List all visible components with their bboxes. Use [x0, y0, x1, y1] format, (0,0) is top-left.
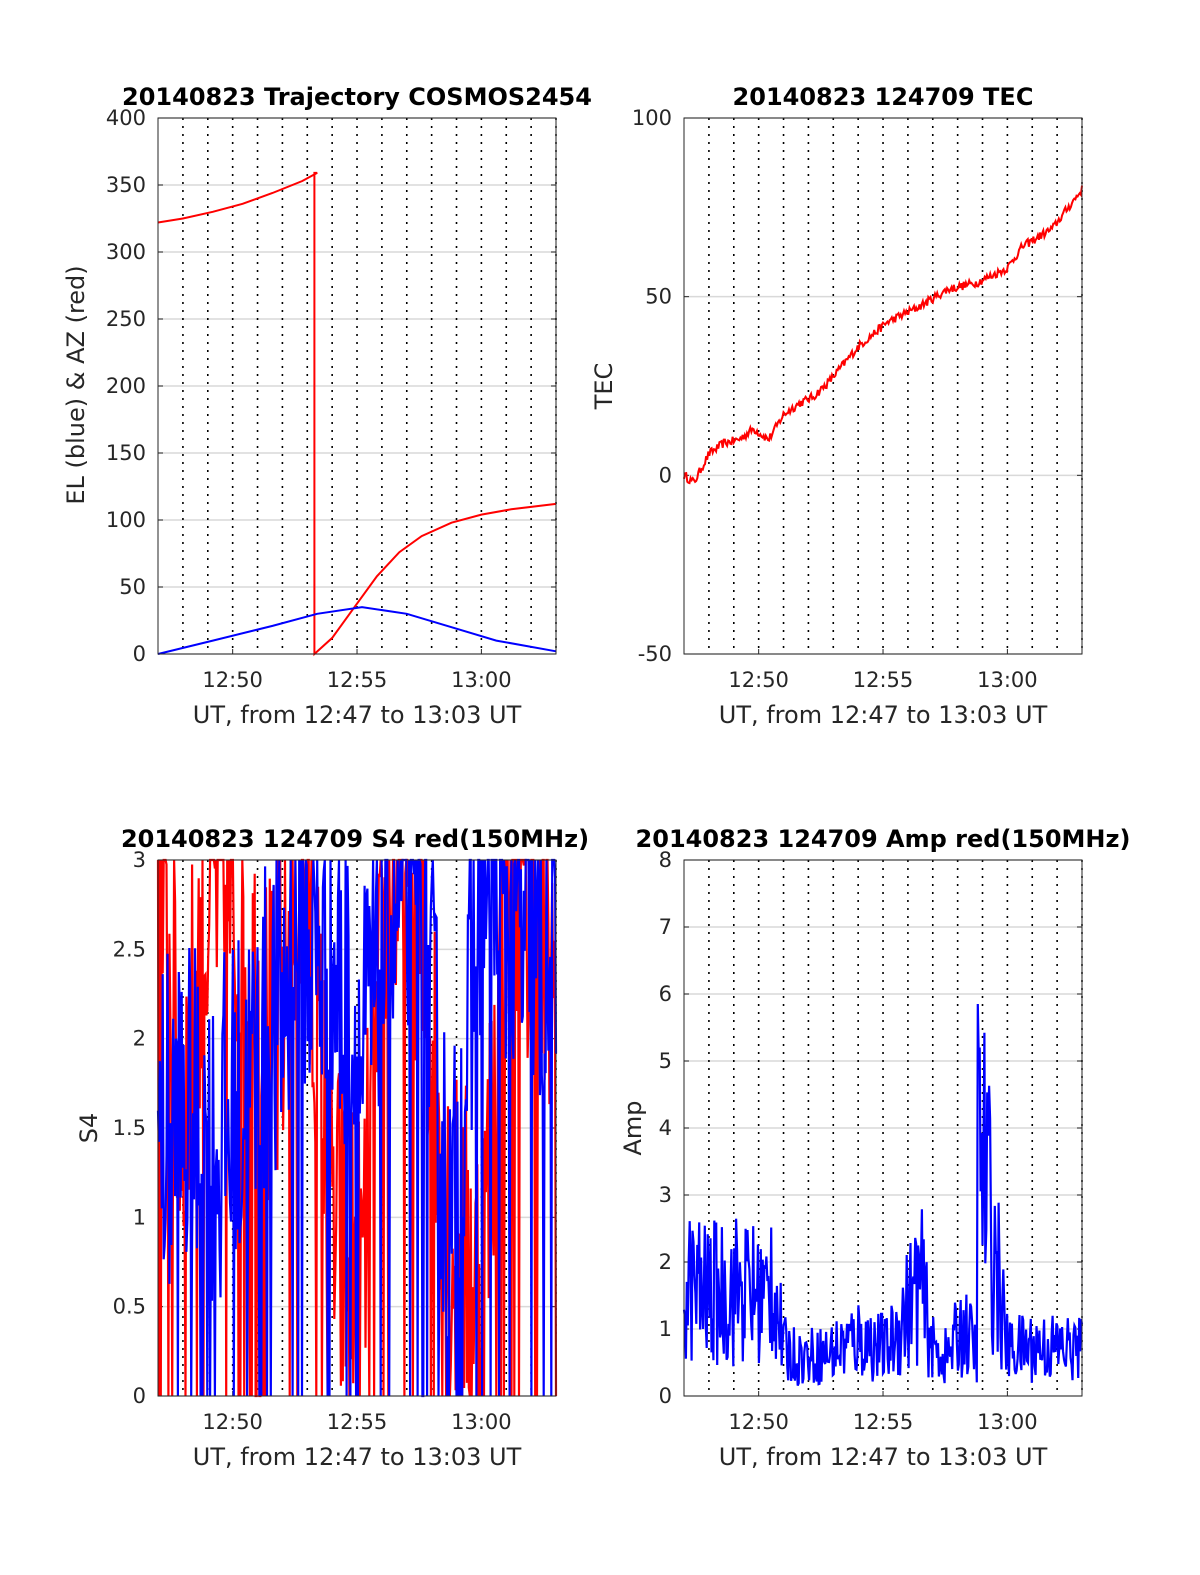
data-series	[682, 1003, 1084, 1387]
plot-frame	[157, 859, 557, 1397]
plot-frame	[683, 859, 1083, 1397]
chart-title: 20140823 124709 TEC	[733, 83, 1034, 111]
panel-trajectory: 20140823 Trajectory COSMOS2454 UT, from …	[62, 83, 592, 729]
data-series	[157, 171, 557, 657]
y-tick-label: 100	[106, 508, 146, 532]
y-tick-label: 5	[659, 1049, 672, 1073]
tick-labels: 0 50 100 150 200 250 300 350 400 12:50 12:55 13:00	[106, 106, 512, 692]
y-tick-label: 300	[106, 240, 146, 264]
y-tick-label: 50	[645, 285, 672, 309]
y-tick-label: 0.5	[113, 1295, 146, 1319]
panel-s4: 20140823 124709 S4 red(150MHz) UT, from …	[75, 825, 589, 1471]
y-tick-label: 1.5	[113, 1116, 146, 1140]
y-tick-label: -50	[638, 642, 672, 666]
chart-title: 20140823 124709 S4 red(150MHz)	[121, 825, 589, 853]
x-tick-label: 12:50	[202, 668, 263, 692]
x-tick-label: 12:55	[853, 668, 914, 692]
x-tick-label: 12:55	[327, 668, 388, 692]
series-line	[156, 858, 558, 1398]
y-axis-label: EL (blue) & AZ (red)	[62, 265, 90, 504]
y-tick-label: 1	[133, 1205, 146, 1229]
plot-frame	[683, 117, 1083, 655]
y-tick-label: 0	[133, 1384, 146, 1408]
x-tick-label: 13:00	[977, 668, 1038, 692]
panel-amp: 20140823 124709 Amp red(150MHz) UT, from…	[619, 825, 1130, 1471]
y-tick-label: 2.5	[113, 937, 146, 961]
y-tick-label: 4	[659, 1116, 672, 1140]
x-tick-label: 13:00	[451, 1410, 512, 1434]
y-tick-label: 400	[106, 106, 146, 130]
x-axis-label: UT, from 12:47 to 13:03 UT	[193, 1443, 522, 1471]
tick-labels: 0 1 2 3 4 5 6 7 8 12:50 12:55 13:00	[659, 848, 1038, 1434]
panel-tec: 20140823 124709 TEC UT, from 12:47 to 13…	[590, 83, 1083, 729]
series-line	[683, 185, 1083, 485]
y-axis-label: S4	[75, 1113, 103, 1144]
y-tick-label: 3	[133, 848, 146, 872]
chart-title: 20140823 Trajectory COSMOS2454	[122, 83, 592, 111]
y-tick-label: 1	[659, 1317, 672, 1341]
y-axis-label: Amp	[619, 1100, 647, 1155]
chart-title: 20140823 124709 Amp red(150MHz)	[636, 825, 1131, 853]
x-tick-label: 12:50	[202, 1410, 263, 1434]
series-line	[682, 1003, 1084, 1387]
data-series	[156, 858, 558, 1398]
y-tick-label: 3	[659, 1183, 672, 1207]
x-tick-label: 13:00	[977, 1410, 1038, 1434]
y-tick-label: 2	[659, 1250, 672, 1274]
x-axis-label: UT, from 12:47 to 13:03 UT	[719, 1443, 1048, 1471]
y-tick-label: 150	[106, 441, 146, 465]
tick-labels: 0 0.5 1 1.5 2 2.5 3 12:50 12:55 13:00	[113, 848, 512, 1434]
x-axis-label: UT, from 12:47 to 13:03 UT	[193, 701, 522, 729]
y-tick-label: 8	[659, 848, 672, 872]
x-tick-label: 12:55	[327, 1410, 388, 1434]
series-line	[157, 606, 557, 655]
y-tick-label: 100	[632, 106, 672, 130]
y-tick-label: 0	[659, 1384, 672, 1408]
x-tick-label: 13:00	[451, 668, 512, 692]
y-axis-label: TEC	[590, 363, 618, 411]
y-tick-label: 0	[659, 463, 672, 487]
y-tick-label: 350	[106, 173, 146, 197]
x-tick-label: 12:50	[728, 1410, 789, 1434]
series-line	[157, 171, 557, 657]
plot-frame	[157, 117, 557, 655]
y-tick-label: 250	[106, 307, 146, 331]
gridlines	[684, 117, 1083, 655]
y-tick-label: 200	[106, 374, 146, 398]
tick-labels: -50 0 50 100 12:50 12:55 13:00	[632, 106, 1038, 692]
x-axis-label: UT, from 12:47 to 13:03 UT	[719, 701, 1048, 729]
y-tick-label: 50	[119, 575, 146, 599]
y-tick-label: 0	[133, 642, 146, 666]
y-tick-label: 6	[659, 982, 672, 1006]
x-tick-label: 12:55	[853, 1410, 914, 1434]
y-tick-label: 2	[133, 1027, 146, 1051]
gridlines	[158, 117, 557, 655]
y-tick-label: 7	[659, 915, 672, 939]
x-tick-label: 12:50	[728, 668, 789, 692]
data-series	[683, 185, 1083, 485]
